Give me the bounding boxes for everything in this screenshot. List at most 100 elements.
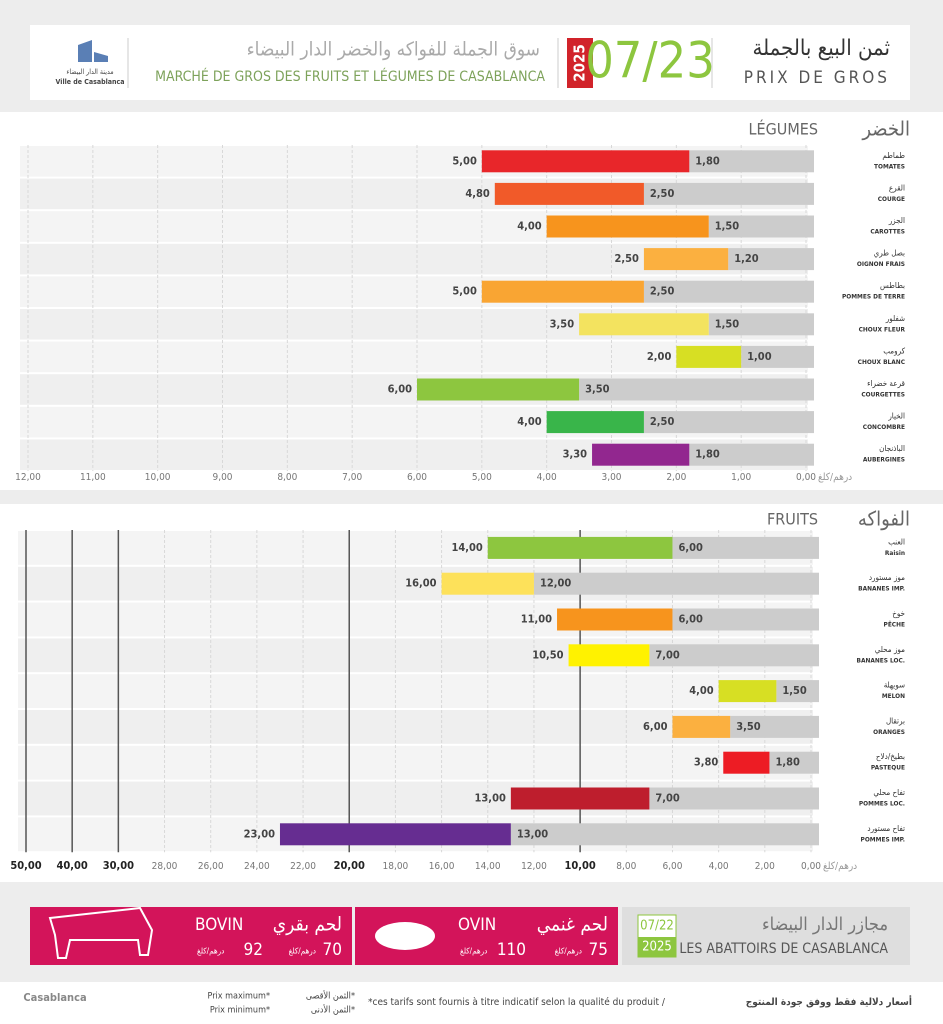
x-tick-label: 26,00	[198, 861, 224, 872]
title-ar: ثمن البيع بالجملة	[752, 36, 890, 61]
category-ar: شفلور	[885, 314, 905, 323]
max-label: 4,80	[465, 187, 490, 200]
section-title-ar: الفواكه	[858, 507, 910, 531]
meat-name-fr: BOVIN	[195, 915, 243, 935]
x-tick-label: 11,00	[80, 472, 106, 483]
meat-min: 75	[589, 940, 608, 960]
category-label: OIGNON FRAIS	[857, 260, 905, 268]
min-label: 1,80	[695, 154, 720, 167]
min-bar	[776, 680, 819, 703]
x-tick-label: 4,00	[709, 861, 729, 872]
max-bar	[723, 751, 770, 774]
min-label: 1,20	[734, 252, 759, 265]
meat-unit: درهم/كلغ	[289, 947, 316, 956]
min-bar	[643, 182, 814, 205]
max-bar	[510, 787, 650, 810]
max-bar	[718, 680, 777, 703]
x-tick-label: 40,00	[57, 859, 88, 872]
meat-unit: درهم/كلغ	[555, 947, 582, 956]
x-tick-label: 24,00	[244, 861, 270, 872]
category-ar: الباذنجان	[879, 444, 905, 453]
category-ar: خوخ	[892, 609, 905, 618]
max-label: 2,00	[647, 350, 672, 363]
note-ar: أسعار دلالية فقط ووفق جودة المنتوج	[746, 995, 912, 1008]
max-label: 23,00	[244, 827, 275, 840]
min-label: 7,00	[655, 792, 680, 805]
legend-min-fr: Prix minimum*	[210, 1006, 270, 1016]
min-bar	[730, 715, 819, 738]
category-ar: تفاح مستورد	[867, 824, 905, 833]
x-tick-label: 8,00	[616, 861, 636, 872]
min-label: 1,50	[715, 220, 740, 233]
max-label: 13,00	[475, 792, 506, 805]
legend-max-ar: الثمن الأقصى*	[306, 990, 355, 1002]
min-bar	[510, 823, 819, 846]
x-tick-label: 12,00	[521, 861, 547, 872]
category-ar: بصل طري	[874, 249, 905, 258]
meat-name-fr: OVIN	[458, 915, 496, 935]
category-label: POMMES DE TERRE	[842, 293, 905, 301]
category-label: BANANES LOC.	[856, 656, 905, 664]
max-label: 5,00	[452, 285, 477, 298]
min-label: 1,00	[747, 350, 772, 363]
abattoir-year: 2025	[642, 940, 672, 955]
x-tick-label: 28,00	[152, 861, 178, 872]
min-bar	[649, 644, 819, 667]
min-bar	[649, 787, 819, 810]
max-label: 3,30	[563, 448, 588, 461]
x-tick-label: 10,00	[564, 859, 595, 872]
category-ar: موز مستورد	[869, 573, 905, 582]
min-label: 1,80	[695, 448, 720, 461]
min-label: 7,00	[655, 648, 680, 661]
category-label: CONCOMBRE	[863, 423, 905, 431]
abattoir-ar: مجازر الدار البيضاء	[762, 914, 888, 935]
max-bar	[676, 345, 742, 368]
x-tick-label: 50,00	[10, 859, 41, 872]
category-label: POMMES LOC.	[859, 800, 905, 808]
max-bar	[579, 313, 709, 336]
min-label: 1,50	[782, 684, 807, 697]
x-tick-label: 18,00	[383, 861, 409, 872]
category-ar: الجزر	[888, 216, 905, 225]
x-tick-label: 6,00	[662, 861, 682, 872]
section-title-ar: الخضر	[861, 117, 910, 141]
x-tick-label: 10,00	[145, 472, 171, 483]
x-tick-label: 12,00	[15, 472, 41, 483]
sheep-icon	[375, 922, 435, 950]
city-ar: مدينة الدار البيضاء	[66, 68, 113, 76]
min-bar	[708, 215, 814, 238]
max-bar	[546, 411, 644, 434]
x-tick-label: 5,00	[472, 472, 492, 483]
max-label: 10,50	[532, 648, 563, 661]
max-bar	[279, 823, 511, 846]
category-ar: بطاطس	[880, 281, 905, 290]
x-tick-label: 3,00	[601, 472, 621, 483]
legend-max-fr: Prix maximum*	[207, 992, 270, 1002]
category-label: TOMATES	[874, 162, 905, 170]
max-label: 14,00	[451, 541, 482, 554]
category-label: ORANGES	[873, 728, 905, 736]
x-tick-label: 4,00	[537, 472, 557, 483]
max-bar	[487, 536, 673, 559]
min-bar	[533, 572, 819, 595]
max-bar	[546, 215, 709, 238]
meat-min: 70	[323, 940, 342, 960]
max-label: 11,00	[521, 613, 552, 626]
max-bar	[441, 572, 534, 595]
section-title: FRUITS	[767, 510, 818, 529]
cow-icon	[48, 906, 154, 959]
category-label: CHOUX FLEUR	[859, 325, 906, 333]
min-bar	[672, 608, 819, 631]
min-bar	[579, 378, 814, 401]
min-bar	[643, 411, 814, 434]
min-label: 3,50	[585, 383, 610, 396]
market-fr: MARCHÉ DE GROS DES FRUITS ET LÉGUMES DE …	[155, 68, 545, 85]
min-label: 12,00	[540, 577, 571, 590]
category-ar: تفاح محلي	[873, 788, 905, 797]
meat-max: 92	[244, 940, 263, 960]
category-ar: طماطم	[882, 151, 905, 160]
x-tick-label: 2,00	[755, 861, 775, 872]
category-label: COURGETTES	[861, 391, 905, 399]
city-fr: Ville de Casablanca	[56, 78, 125, 86]
